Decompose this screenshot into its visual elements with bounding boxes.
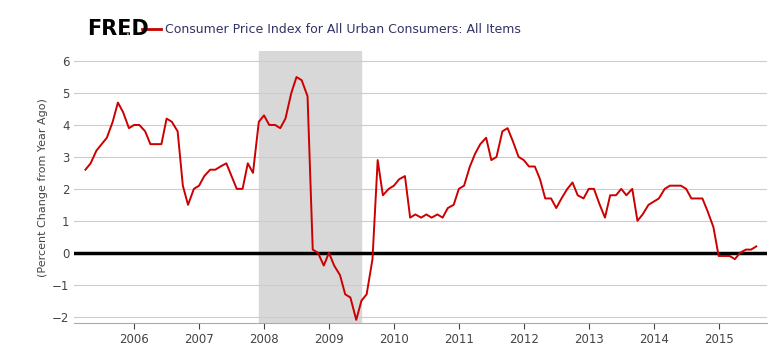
Y-axis label: (Percent Change from Year Ago): (Percent Change from Year Ago) xyxy=(38,98,48,277)
Text: FRED: FRED xyxy=(87,19,149,39)
Bar xyxy=(258,52,362,323)
Text: .: . xyxy=(124,21,130,39)
Text: Consumer Price Index for All Urban Consumers: All Items: Consumer Price Index for All Urban Consu… xyxy=(165,23,521,36)
